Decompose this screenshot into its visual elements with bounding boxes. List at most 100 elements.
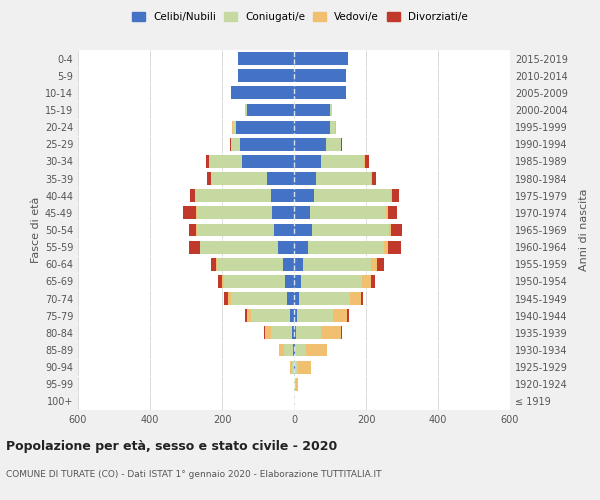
Bar bbox=[303, 258, 371, 270]
Bar bbox=[294, 292, 299, 305]
Y-axis label: Fasce di età: Fasce di età bbox=[31, 197, 41, 263]
Bar bbox=[274, 224, 294, 236]
Legend: Celibi/Nubili, Coniugati/e, Vedovi/e, Divorziati/e: Celibi/Nubili, Coniugati/e, Vedovi/e, Di… bbox=[128, 8, 472, 26]
Bar bbox=[184, 206, 196, 220]
Bar bbox=[294, 258, 303, 270]
Bar bbox=[341, 326, 342, 340]
Bar bbox=[215, 258, 217, 270]
Bar bbox=[292, 326, 294, 340]
Bar bbox=[271, 326, 292, 340]
Bar bbox=[294, 120, 330, 134]
Bar bbox=[189, 240, 200, 254]
Bar bbox=[236, 120, 294, 134]
Bar bbox=[314, 190, 391, 202]
Bar bbox=[209, 155, 242, 168]
Bar bbox=[392, 190, 400, 202]
Bar bbox=[308, 240, 384, 254]
Bar bbox=[278, 240, 294, 254]
Bar bbox=[372, 172, 376, 185]
Bar bbox=[341, 138, 342, 150]
Bar bbox=[190, 190, 194, 202]
Bar bbox=[316, 172, 371, 185]
Bar bbox=[294, 70, 346, 82]
Bar bbox=[297, 310, 333, 322]
Bar bbox=[211, 172, 267, 185]
Bar bbox=[294, 224, 312, 236]
Bar bbox=[217, 258, 283, 270]
Bar bbox=[330, 104, 332, 117]
Bar bbox=[347, 310, 349, 322]
Bar bbox=[293, 344, 294, 356]
Bar bbox=[391, 190, 392, 202]
Bar bbox=[265, 326, 271, 340]
Bar bbox=[290, 310, 294, 322]
Bar bbox=[301, 275, 362, 288]
Bar bbox=[371, 275, 375, 288]
Bar bbox=[310, 206, 386, 220]
Bar bbox=[294, 155, 321, 168]
Bar bbox=[267, 172, 294, 185]
Bar bbox=[251, 310, 290, 322]
Bar bbox=[384, 240, 388, 254]
Bar bbox=[333, 310, 347, 322]
Bar bbox=[224, 292, 228, 305]
Bar bbox=[294, 206, 310, 220]
Bar bbox=[197, 224, 274, 236]
Bar bbox=[196, 206, 197, 220]
Text: Popolazione per età, sesso e stato civile - 2020: Popolazione per età, sesso e stato civil… bbox=[6, 440, 337, 453]
Bar bbox=[231, 292, 287, 305]
Bar bbox=[283, 258, 294, 270]
Bar bbox=[197, 206, 272, 220]
Bar bbox=[195, 190, 271, 202]
Bar bbox=[377, 258, 384, 270]
Bar bbox=[365, 155, 368, 168]
Bar bbox=[350, 292, 361, 305]
Bar bbox=[326, 138, 341, 150]
Bar bbox=[231, 86, 294, 100]
Bar bbox=[391, 224, 402, 236]
Bar bbox=[389, 224, 391, 236]
Bar bbox=[228, 292, 231, 305]
Bar bbox=[285, 275, 294, 288]
Bar bbox=[294, 310, 297, 322]
Bar bbox=[321, 326, 341, 340]
Bar bbox=[247, 310, 251, 322]
Bar bbox=[294, 344, 295, 356]
Bar bbox=[295, 344, 306, 356]
Bar bbox=[312, 224, 389, 236]
Bar bbox=[287, 292, 294, 305]
Bar bbox=[294, 138, 326, 150]
Bar bbox=[294, 275, 301, 288]
Bar bbox=[362, 275, 371, 288]
Bar bbox=[200, 240, 278, 254]
Bar bbox=[386, 206, 388, 220]
Bar bbox=[233, 120, 236, 134]
Bar bbox=[189, 224, 196, 236]
Bar bbox=[371, 258, 377, 270]
Bar bbox=[306, 344, 328, 356]
Bar bbox=[207, 172, 211, 185]
Y-axis label: Anni di nascita: Anni di nascita bbox=[579, 188, 589, 271]
Bar bbox=[294, 104, 330, 117]
Bar bbox=[388, 240, 401, 254]
Bar bbox=[206, 155, 209, 168]
Bar bbox=[264, 326, 265, 340]
Bar bbox=[299, 292, 350, 305]
Bar bbox=[271, 190, 294, 202]
Bar bbox=[295, 378, 298, 390]
Bar bbox=[196, 224, 197, 236]
Bar bbox=[290, 360, 292, 374]
Bar bbox=[364, 155, 365, 168]
Bar bbox=[371, 172, 372, 185]
Bar bbox=[296, 326, 321, 340]
Bar bbox=[294, 52, 348, 65]
Bar bbox=[294, 172, 316, 185]
Bar bbox=[238, 70, 294, 82]
Bar bbox=[298, 360, 311, 374]
Bar bbox=[321, 155, 364, 168]
Bar bbox=[272, 206, 294, 220]
Bar bbox=[361, 292, 364, 305]
Bar bbox=[294, 86, 346, 100]
Text: COMUNE DI TURATE (CO) - Dati ISTAT 1° gennaio 2020 - Elaborazione TUTTITALIA.IT: COMUNE DI TURATE (CO) - Dati ISTAT 1° ge… bbox=[6, 470, 382, 479]
Bar bbox=[294, 190, 314, 202]
